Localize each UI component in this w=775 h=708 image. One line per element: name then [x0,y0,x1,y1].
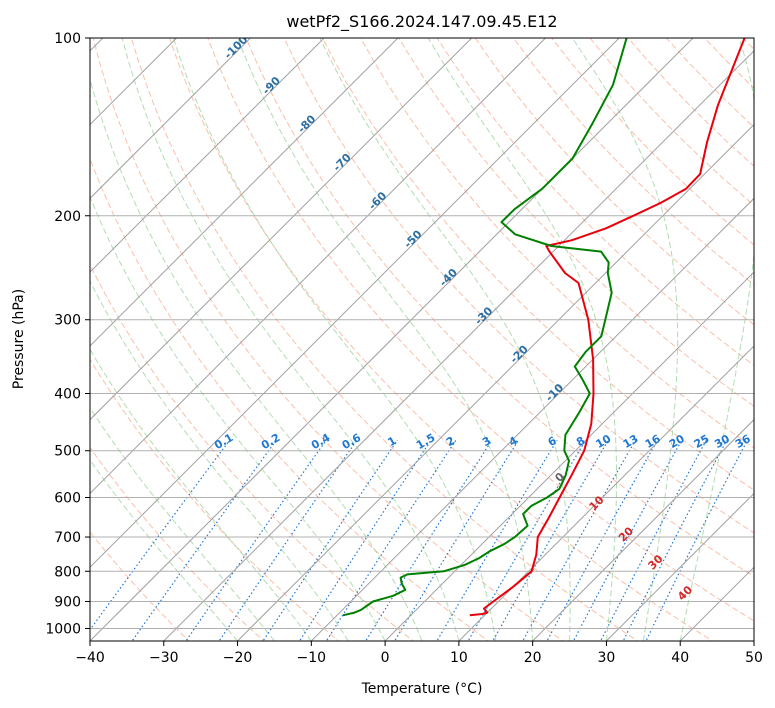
dry-adiabat [590,38,775,643]
isotherm [226,11,775,653]
dry-adiabat [628,38,775,643]
isotherm [0,11,277,653]
isotherm-label: -60 [366,189,389,212]
isotherm-label: -20 [508,343,531,366]
x-tick-label: 50 [745,650,763,666]
x-tick-label: 30 [598,650,616,666]
y-axis-label: Pressure (hPa) [11,289,27,389]
isotherm [0,11,351,653]
y-tick-label: 800 [54,564,81,580]
line-labels: 0.1 0.2 0.4 0.6 1 1.5 2 3 4 6 8 10 13 16 20 25 30 36-100-… [212,33,753,603]
y-tick-label: 400 [54,387,81,403]
mixing-ratio-line [184,440,326,643]
isotherm [0,11,56,653]
y-tick-label: 600 [54,490,81,506]
mixing-ratio-label: 13 [621,432,641,451]
theta-e-label: 30 [646,552,666,572]
mixing-ratio-label: 0.1 [212,431,235,452]
x-tick-label: −20 [223,650,253,666]
dry-adiabat [284,38,775,643]
moist-adiabat [0,38,311,641]
isotherm-label: -70 [331,151,354,174]
isotherm [447,11,775,653]
x-axis-label: Temperature (°C) [361,681,483,697]
mixing-ratio-line [622,440,727,643]
isotherm [373,11,775,653]
moist-adiabat [320,38,570,641]
dry-adiabat [666,38,775,643]
isotherm [668,11,775,653]
mixing-ratio-line [599,440,706,643]
isotherm [521,11,775,653]
isotherm-label: -100 [222,33,251,62]
isotherm-label: -50 [401,227,424,250]
x-tick-label: 10 [450,650,468,666]
isotherm [0,11,204,653]
mixing-ratio-label: 25 [692,432,712,451]
mixing-ratio-line [364,440,492,643]
mixing-ratio-label: 1 [385,434,398,449]
mixing-ratio-label: 20 [667,432,687,451]
isotherm [4,11,646,653]
mixing-ratio-label: 1.5 [414,431,437,452]
x-tick-label: −10 [297,650,327,666]
isotherm-label: -40 [437,266,460,289]
isotherm [299,11,775,653]
moist-adiabat [0,38,238,641]
dry-adiabat [0,38,267,643]
mixing-ratio-label: 16 [643,432,663,451]
mixing-ratio-label: 36 [733,432,753,451]
y-tick-label: 900 [54,594,81,610]
moist-adiabat [174,38,496,641]
mixing-ratio-line [80,440,230,643]
y-tick-label: 700 [54,530,81,546]
y-tick-label: 300 [54,313,81,329]
mixing-ratio-label: 3 [480,434,493,449]
dry-adiabat [0,38,342,643]
dry-adiabat [705,38,775,643]
x-tick-label: 0 [381,650,390,666]
y-axis: 1000 900 800 700 600 500 400 300 200 100 [45,31,90,637]
chart-title: wetPf2_S166.2024.147.09.45.E12 [286,12,557,32]
mixing-ratio-label: 0.2 [259,431,282,452]
mixing-ratio-label: 0.6 [340,431,364,452]
dry-adiabat [361,38,775,643]
x-tick-label: −30 [149,650,179,666]
y-tick-label: 500 [54,444,81,460]
dry-adiabat [475,38,775,643]
y-tick-label: 200 [54,209,81,225]
isotherm-label: -80 [295,112,318,135]
mixing-ratio-label: 0.4 [309,431,333,452]
dry-adiabat [131,38,641,643]
isotherm [152,11,775,653]
y-tick-label: 1000 [45,621,81,637]
isotherm [595,11,775,653]
theta-e-label: 20 [616,524,636,544]
moist-adiabat [122,38,459,641]
mixing-ratio-line [325,440,456,643]
x-tick-label: −40 [75,650,105,666]
dry-adiabat [743,38,775,643]
mixing-ratio-label: 30 [712,432,732,451]
isotherm [742,11,775,653]
x-tick-label: 40 [671,650,689,666]
theta-e-label: 40 [675,583,695,603]
dry-adiabat [514,38,775,643]
mixing-ratio-line [436,440,558,643]
x-axis: −40 −30 −20 −10 0 10 20 30 40 50 [75,641,763,666]
mixing-ratio-label: 10 [593,432,613,451]
moist-adiabat [572,38,677,641]
profile-lines [343,38,745,615]
mixing-ratio-line [261,440,397,643]
x-tick-label: 20 [524,650,542,666]
y-tick-label: 100 [54,31,81,47]
moist-adiabat [45,38,386,641]
isotherm-label: -30 [472,304,495,327]
isotherm [78,11,720,653]
isotherm [0,11,499,653]
mixing-ratio-label: 6 [546,434,559,449]
isotherm-label: -10 [543,381,566,404]
mixing-ratio-line [645,440,748,643]
